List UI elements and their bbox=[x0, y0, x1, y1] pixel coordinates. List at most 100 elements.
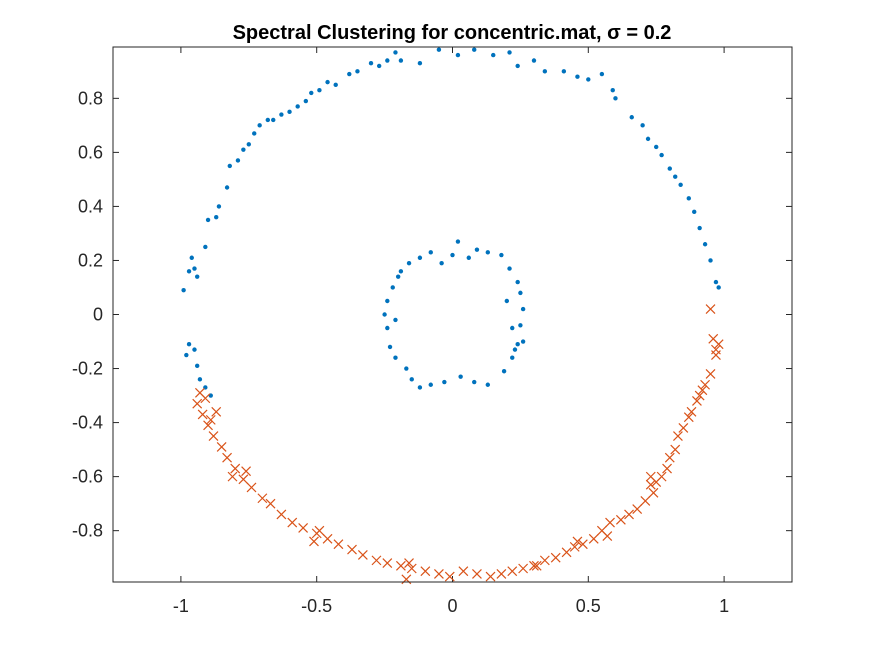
data-point bbox=[455, 239, 461, 244]
data-point-x bbox=[241, 466, 252, 477]
data-point-x bbox=[357, 550, 368, 560]
scatter-marks bbox=[181, 47, 724, 585]
y-axis-ticks: 0.8 0.6 0.4 0.2 0 -0.2 -0.4 -0.6 -0.8 bbox=[72, 88, 792, 541]
data-point bbox=[205, 217, 211, 223]
data-point-x bbox=[485, 571, 496, 582]
data-point-x bbox=[572, 536, 583, 547]
data-point bbox=[216, 204, 222, 209]
data-point bbox=[194, 274, 200, 279]
data-point-x bbox=[406, 563, 417, 574]
data-point bbox=[504, 298, 510, 304]
data-point-x bbox=[697, 385, 708, 396]
data-point bbox=[692, 209, 697, 215]
y-tick-label: -0.6 bbox=[72, 467, 103, 487]
data-point bbox=[224, 185, 230, 190]
data-point bbox=[246, 142, 251, 147]
data-point bbox=[382, 312, 387, 317]
data-point-x bbox=[458, 566, 469, 577]
data-point bbox=[520, 339, 526, 344]
data-point bbox=[458, 374, 463, 379]
data-point bbox=[520, 306, 526, 312]
data-point-x bbox=[257, 493, 268, 504]
data-point bbox=[241, 147, 246, 152]
data-point-x bbox=[322, 533, 333, 544]
data-point bbox=[472, 47, 477, 52]
data-point-x bbox=[472, 568, 482, 579]
data-point-x bbox=[561, 547, 572, 558]
data-point-x bbox=[192, 398, 203, 409]
data-point-x bbox=[539, 555, 550, 566]
data-point bbox=[629, 115, 634, 120]
data-point bbox=[667, 166, 672, 171]
data-point bbox=[686, 196, 691, 201]
data-point bbox=[387, 344, 393, 350]
data-point-x bbox=[694, 390, 705, 401]
data-point bbox=[309, 90, 314, 96]
data-point bbox=[197, 377, 203, 382]
data-point bbox=[295, 104, 300, 109]
data-point bbox=[181, 287, 186, 293]
data-point bbox=[393, 317, 398, 323]
data-point-x bbox=[197, 409, 208, 420]
data-point-x bbox=[246, 482, 257, 493]
data-point bbox=[417, 255, 423, 260]
data-point-x bbox=[615, 514, 626, 525]
y-tick-label: -0.2 bbox=[72, 359, 103, 379]
data-point bbox=[542, 69, 548, 74]
data-point-x bbox=[686, 406, 697, 417]
data-point bbox=[271, 117, 276, 123]
data-point-x bbox=[640, 496, 651, 506]
data-point bbox=[436, 47, 442, 52]
y-tick-label: 0.8 bbox=[78, 88, 103, 108]
data-point bbox=[347, 71, 352, 77]
data-point bbox=[194, 363, 200, 369]
data-point bbox=[376, 63, 382, 69]
data-point-x bbox=[713, 339, 724, 350]
data-point-x bbox=[673, 431, 683, 442]
data-point bbox=[333, 82, 338, 88]
data-point-x bbox=[420, 566, 431, 577]
data-point bbox=[393, 355, 398, 360]
data-point bbox=[697, 225, 702, 231]
data-point bbox=[385, 298, 390, 304]
data-point bbox=[474, 247, 480, 252]
data-point-x bbox=[309, 536, 319, 547]
data-point bbox=[265, 117, 271, 123]
data-point bbox=[409, 377, 414, 382]
data-point-x bbox=[645, 471, 656, 482]
series-1 bbox=[181, 47, 721, 398]
data-point bbox=[439, 260, 444, 266]
y-tick-label: -0.4 bbox=[72, 413, 103, 433]
data-point bbox=[442, 379, 447, 385]
data-point bbox=[227, 163, 232, 169]
data-point bbox=[450, 252, 455, 258]
y-tick-label: 0.4 bbox=[78, 196, 103, 216]
data-point bbox=[716, 285, 721, 290]
data-point bbox=[673, 174, 678, 179]
data-point-x bbox=[711, 350, 721, 360]
data-point bbox=[368, 61, 374, 66]
data-point-x bbox=[298, 523, 309, 533]
y-tick-label: 0.2 bbox=[78, 250, 103, 270]
data-point-x bbox=[227, 471, 238, 482]
data-point-x bbox=[624, 509, 634, 520]
data-point bbox=[518, 290, 523, 296]
data-point-x bbox=[347, 544, 357, 555]
data-point bbox=[417, 61, 423, 66]
data-point-x bbox=[632, 504, 643, 514]
data-point bbox=[613, 96, 618, 101]
data-point bbox=[531, 58, 537, 63]
data-point bbox=[186, 269, 192, 274]
data-point-x bbox=[700, 379, 711, 390]
data-point bbox=[303, 98, 309, 104]
data-point bbox=[203, 244, 208, 250]
data-point bbox=[510, 325, 515, 331]
data-point bbox=[404, 366, 409, 371]
data-point bbox=[390, 285, 395, 290]
data-point bbox=[385, 58, 390, 63]
data-point bbox=[406, 260, 412, 266]
data-point bbox=[491, 52, 496, 58]
data-point bbox=[417, 385, 423, 390]
data-point-x bbox=[238, 474, 249, 485]
data-point bbox=[395, 274, 401, 279]
